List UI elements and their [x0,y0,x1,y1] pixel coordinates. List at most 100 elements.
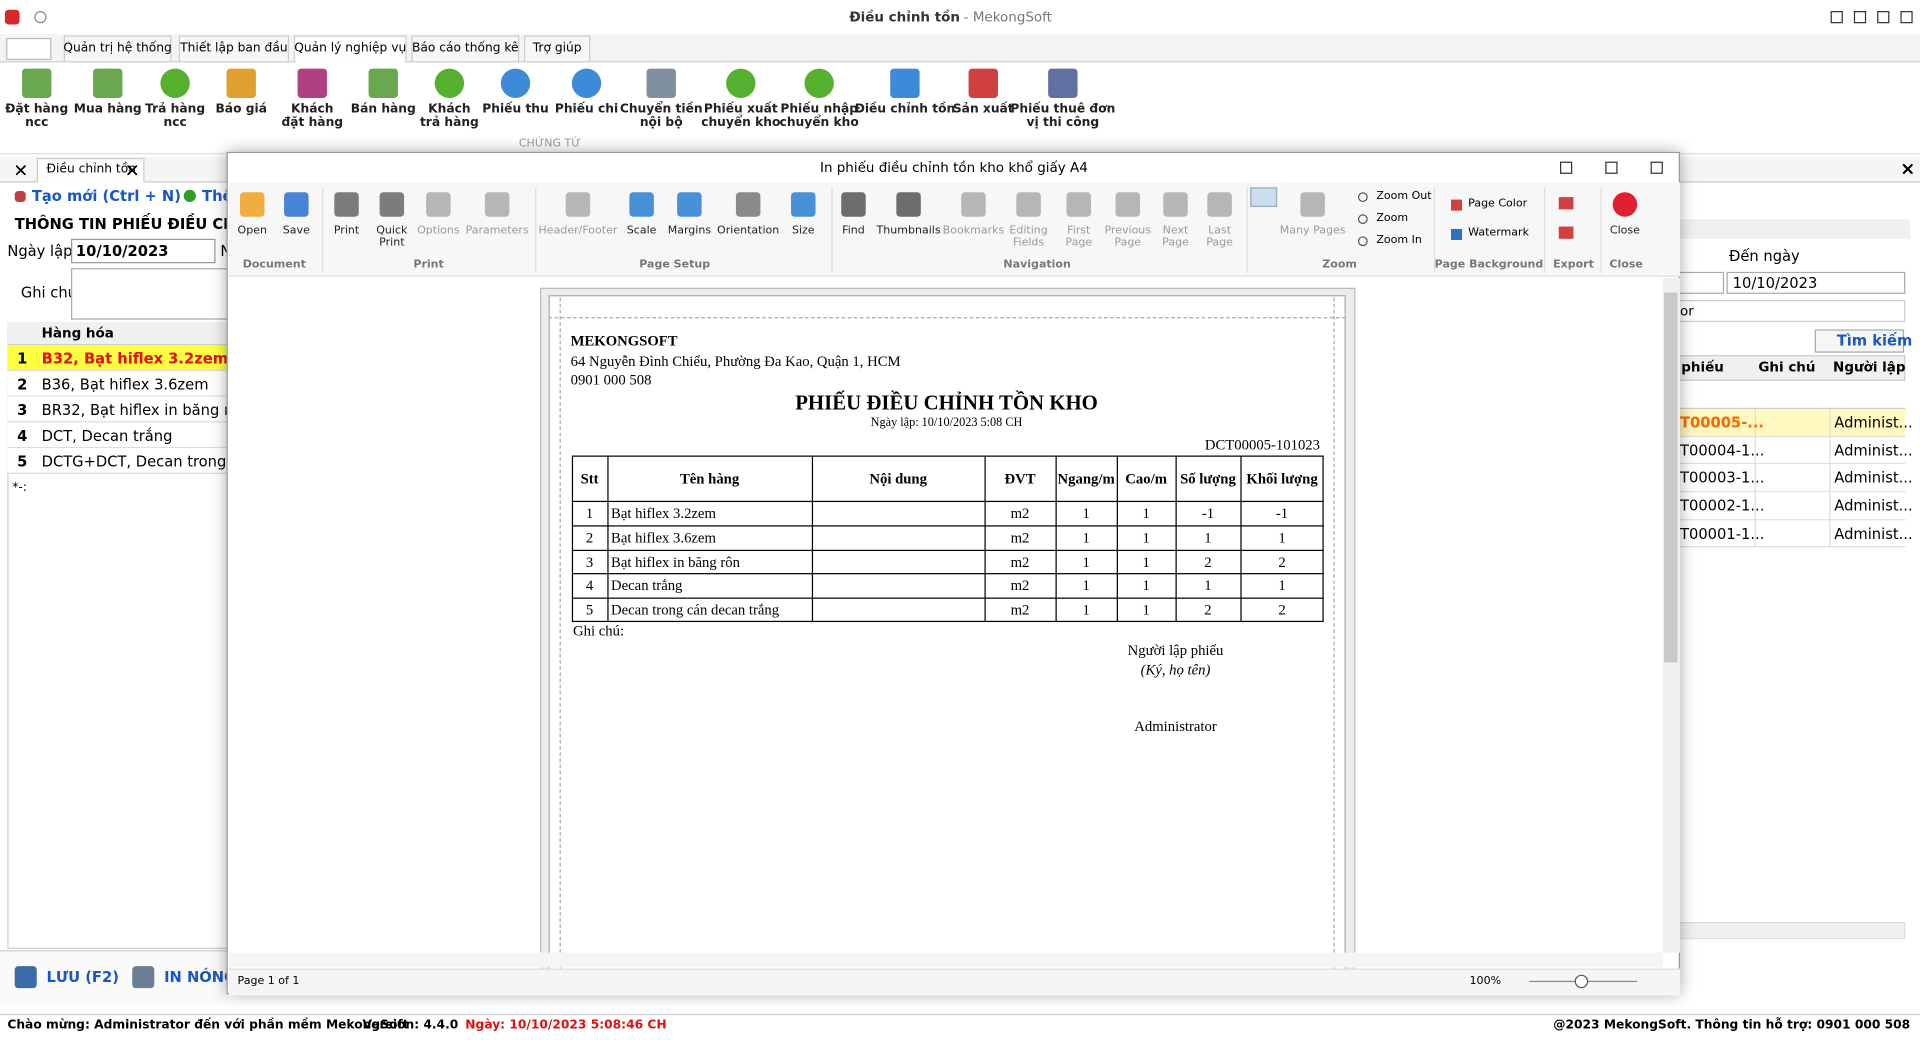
ribbon-tab[interactable] [524,35,591,63]
table-column-line [1055,455,1057,623]
table-cell: m2 [1010,504,1030,522]
grid-row[interactable] [1677,492,1906,521]
background-item[interactable]: Watermark [1468,227,1529,240]
toolbar-group-label: Page Background [1434,258,1544,272]
window-control[interactable] [1853,11,1867,24]
table-cell: 2 [585,528,594,546]
ribbon-tab[interactable] [178,35,289,63]
export-button[interactable] [1558,226,1574,239]
close-icon[interactable] [15,165,26,176]
row-user: Administ... [1834,525,1913,543]
zoom-item[interactable]: Zoom In [1376,234,1422,247]
toolbar-button-label: Last [1208,224,1232,237]
table-row-line [571,549,1324,551]
ribbon-tab[interactable] [293,35,407,63]
zoom-item[interactable]: Zoom [1376,212,1409,225]
zoom-item[interactable]: Zoom Out [1376,190,1432,203]
window-title: Điều chỉnh tồn [849,9,960,26]
export-button[interactable] [1558,197,1574,210]
table-cell: Bạt hiflex in băng rôn [611,552,740,570]
table-column-line [811,455,814,623]
row-number: 2 [17,375,28,394]
icon [1612,192,1638,217]
combo[interactable] [1677,300,1906,323]
table-row-line [571,597,1324,600]
window-control[interactable] [1605,161,1618,174]
to-date-value: 10/10/2023 [1732,274,1818,292]
note-input[interactable] [71,268,231,320]
row-item: B36, Bạt hiflex 3.6zem [41,375,209,394]
to-date-label: Đến ngày [1728,247,1800,265]
margin-guide [559,297,1335,984]
grid-cell-border [1754,492,1756,521]
window-control[interactable] [1560,161,1573,174]
ribbon-tab[interactable] [411,35,520,63]
group-separator [322,187,324,274]
table-header: Stt [580,469,599,487]
margin-guide [548,317,1346,319]
toolbar-group-label: Navigation [1003,258,1071,272]
ribbon-button-label: Phiếu chi [554,102,619,117]
icon [1016,192,1041,217]
row-user: Administ... [1834,497,1913,515]
select-tool[interactable] [1250,187,1278,207]
table-column-line [1240,455,1242,623]
scroll-thumb[interactable] [1664,292,1678,663]
ribbon-button-label: Điều chỉnh tồn [854,102,956,117]
to-date-input[interactable] [1677,271,1725,294]
print-button[interactable]: IN NÓNG [164,968,237,986]
zoom-thumb[interactable] [1574,974,1589,989]
grid-row[interactable] [1677,436,1906,465]
ribbon-button-label: Đặt hàng [5,102,69,117]
toolbar-button-label: Size [791,224,815,237]
icon [1300,192,1325,217]
new-button[interactable]: Tạo mới (Ctrl + N) [31,187,181,205]
ribbon-button-label: Chuyển tiền [619,102,703,117]
report-table [571,455,1324,623]
toolbar-button-label: First [1067,224,1091,237]
grid-row[interactable] [7,371,228,397]
table-cell: -1 [1201,504,1215,522]
h-scrollbar [1677,922,1906,940]
icon [426,192,451,217]
grid-row[interactable] [7,345,228,372]
icon [968,68,998,98]
window-control[interactable] [1900,11,1913,24]
grid-row[interactable] [7,396,228,423]
icon [1115,192,1140,217]
ribbon-button-label: Trả hàng [145,102,206,117]
row-item: DCT, Decan trắng [41,427,173,445]
add-button[interactable]: Thê [202,187,233,205]
window-control[interactable] [1830,11,1843,24]
window-control[interactable] [1877,11,1890,24]
toolbar-button-label: Header/Footer [538,224,618,237]
icon [1357,236,1368,247]
doc-tab[interactable] [36,157,145,183]
search-button[interactable] [1814,329,1905,353]
table-column-line [1175,455,1177,623]
grid-row[interactable] [1677,408,1906,437]
toolbar-button-label: Options [417,224,460,237]
close-icon[interactable] [1902,164,1913,174]
background-item[interactable]: Page Color [1468,197,1528,210]
dialog-title: In phiếu điều chỉnh tồn kho khổ giấy A4 [819,159,1088,176]
ribbon-menu-button[interactable] [6,37,52,60]
save-button[interactable]: LƯU (F2) [46,968,119,986]
icon [571,68,602,98]
toolbar-button-label: Page [1162,236,1189,250]
row-user: Administ... [1834,469,1913,487]
to-date-input[interactable] [1726,271,1906,294]
icon [565,192,591,217]
grid-row[interactable] [1677,464,1906,493]
grid-row[interactable] [7,422,228,449]
window-control[interactable] [1650,161,1663,174]
date-input[interactable] [71,238,216,264]
grid-cell-border [1754,464,1756,493]
table-cell: m2 [1010,552,1030,570]
table-cell: m2 [1010,601,1030,619]
close-icon[interactable] [127,165,138,176]
grid-row[interactable] [7,448,228,474]
toolbar-button-label: Print [379,236,405,250]
grid-row[interactable] [1677,520,1906,548]
ribbon-tab[interactable] [63,35,172,63]
